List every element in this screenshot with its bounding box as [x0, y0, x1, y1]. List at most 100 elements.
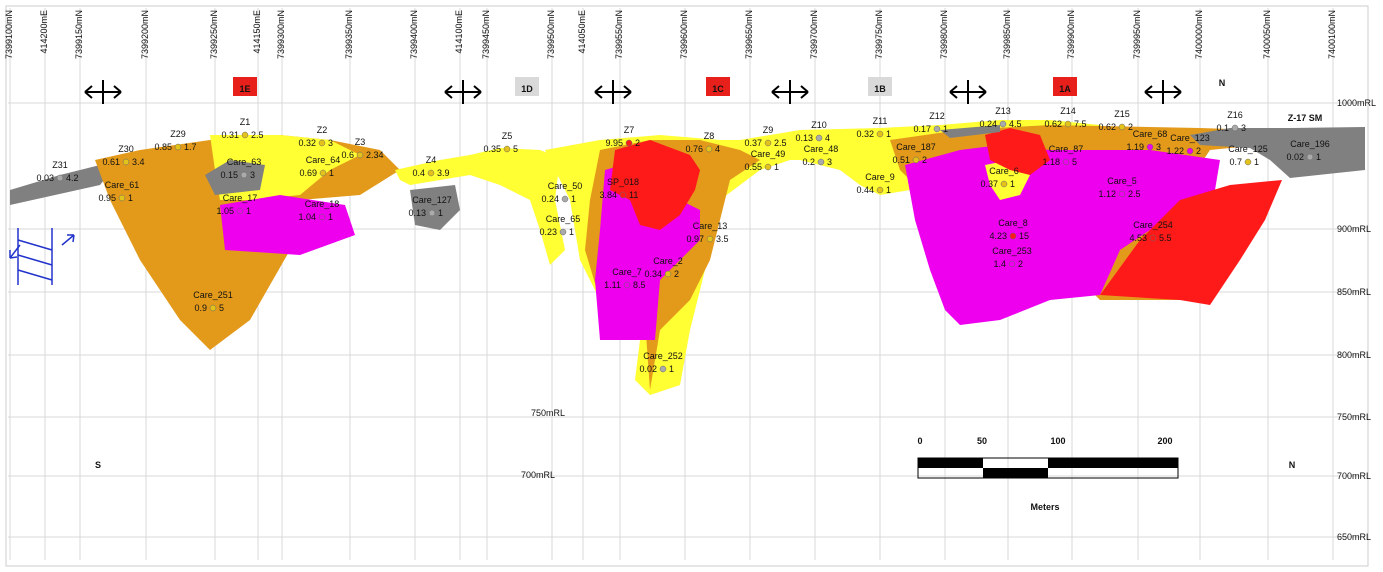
hole-marker: [623, 281, 631, 289]
grid-coordinate: 7399300mN: [276, 10, 286, 59]
hole-name: Z14: [1060, 106, 1076, 116]
hole-marker: [876, 186, 884, 194]
waste-zone: [10, 160, 120, 205]
high-grade-zone: [1100, 180, 1282, 305]
hole-marker: [1146, 143, 1154, 151]
grid-coordinate: 414100mE: [454, 10, 464, 54]
strike-arrow: [771, 80, 809, 104]
hole-marker: [240, 171, 248, 179]
hole-name: Z31: [52, 160, 68, 170]
grid-coordinate: 7399150mN: [74, 10, 84, 59]
hole-grade: 0.23: [539, 227, 557, 237]
north-label: N: [1219, 78, 1226, 88]
hole-marker: [318, 213, 326, 221]
grid-coordinate: 7400100mN: [1327, 10, 1337, 59]
hole-name: Care_50: [548, 181, 583, 191]
hole-name: Z8: [704, 131, 715, 141]
hole-grade: 0.35: [483, 144, 501, 154]
geology: [10, 120, 1365, 395]
zone-label: 1A: [1059, 84, 1071, 94]
hole-marker: [561, 195, 569, 203]
hole-width: 5.5: [1159, 233, 1172, 243]
hole-name: Z13: [995, 106, 1011, 116]
zone-label: 1B: [874, 84, 886, 94]
hole-width: 2: [1018, 259, 1023, 269]
hole-grade: 1.18: [1042, 157, 1060, 167]
hole-grade: 1.22: [1166, 146, 1184, 156]
hole-marker: [1306, 153, 1314, 161]
hole-marker: [241, 131, 249, 139]
hole-name: Care_2: [653, 256, 683, 266]
hole-name: Care_65: [546, 214, 581, 224]
hole-width: 1: [886, 129, 891, 139]
hole-marker: [1000, 180, 1008, 188]
grid-coordinate: 7399450mN: [481, 10, 491, 59]
hole-name: Care_17: [223, 193, 258, 203]
fault-symbol: [9, 228, 75, 285]
high-grade-zone: [610, 140, 700, 230]
grid-coordinate: 7399250mN: [209, 10, 219, 59]
hole-name: Care_254: [1133, 220, 1173, 230]
hole-grade: 0.7: [1229, 157, 1242, 167]
hole-grade: 1.12: [1098, 189, 1116, 199]
hole-width: 7.5: [1074, 119, 1087, 129]
hole-grade: 0.97: [686, 234, 704, 244]
hole-name: Z10: [811, 120, 827, 130]
hole-width: 3: [328, 138, 333, 148]
hole-grade: 0.32: [856, 129, 874, 139]
grid-coordinate: 7399550mN: [614, 10, 624, 59]
hole-width: 3.5: [716, 234, 729, 244]
zone-badge: [515, 77, 539, 96]
hole-marker: [625, 139, 633, 147]
hole-marker: [209, 304, 217, 312]
hole-marker: [705, 145, 713, 153]
hole-grade: 0.61: [102, 157, 120, 167]
hole-grade: 4.53: [1129, 233, 1147, 243]
elevation-label: 800mRL: [1337, 350, 1371, 360]
hole-width: 3: [827, 157, 832, 167]
zone-label: 1E: [239, 84, 250, 94]
hole-marker: [503, 145, 511, 153]
hole-grade: 0.31: [221, 130, 239, 140]
hole-grade: 1.11: [604, 280, 621, 290]
hole-width: 2.5: [774, 138, 787, 148]
grid-coordinate: 7399500mN: [546, 10, 556, 59]
hole-name: Care_127: [412, 195, 452, 205]
hole-name: Care_87: [1049, 144, 1084, 154]
hole-width: 5: [513, 144, 518, 154]
hole-grade: 1.19: [1126, 142, 1144, 152]
scale-tick-label: 0: [917, 436, 922, 446]
hole-width: 1: [669, 364, 674, 374]
hole-marker: [659, 365, 667, 373]
hole-grade: 0.55: [744, 162, 762, 172]
hole-name: Z5: [502, 131, 513, 141]
hole-grade: 0.02: [1286, 152, 1304, 162]
strike-arrow: [594, 80, 632, 104]
hole-width: 1: [1254, 157, 1259, 167]
hole-name: Z16: [1227, 110, 1243, 120]
scale-tick-label: 100: [1050, 436, 1065, 446]
trace-zone: [395, 148, 565, 265]
elevation-label: 750mRL: [1337, 412, 1371, 422]
hole-grade: 0.02: [639, 364, 657, 374]
waste-zone: [1190, 127, 1365, 178]
hole-marker: [236, 207, 244, 215]
hole-marker: [1009, 232, 1017, 240]
grid-coordinate: 7399850mN: [1002, 10, 1012, 59]
hole-grade: 0.24: [541, 194, 559, 204]
zone-label: 1C: [712, 84, 724, 94]
hole-marker: [559, 228, 567, 236]
hole-marker: [319, 169, 327, 177]
hole-width: 11: [629, 190, 638, 200]
hole-name: Z29: [170, 129, 186, 139]
elevation-label: 850mRL: [1337, 287, 1371, 297]
hole-marker: [815, 134, 823, 142]
grid-coordinate: 7399900mN: [1066, 10, 1076, 59]
elevation-label: 1000mRL: [1337, 98, 1376, 108]
zone-label: 1D: [521, 84, 533, 94]
hole-grade: 0.34: [644, 269, 662, 279]
hole-name: Care_13: [693, 221, 728, 231]
strike-arrow: [444, 80, 482, 104]
strike-arrow: [1144, 80, 1182, 104]
scale-tick-label: 200: [1157, 436, 1172, 446]
